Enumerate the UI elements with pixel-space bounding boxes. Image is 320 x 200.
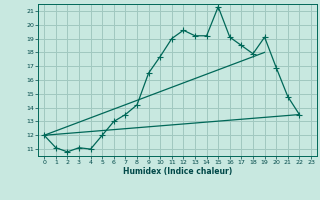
- X-axis label: Humidex (Indice chaleur): Humidex (Indice chaleur): [123, 167, 232, 176]
